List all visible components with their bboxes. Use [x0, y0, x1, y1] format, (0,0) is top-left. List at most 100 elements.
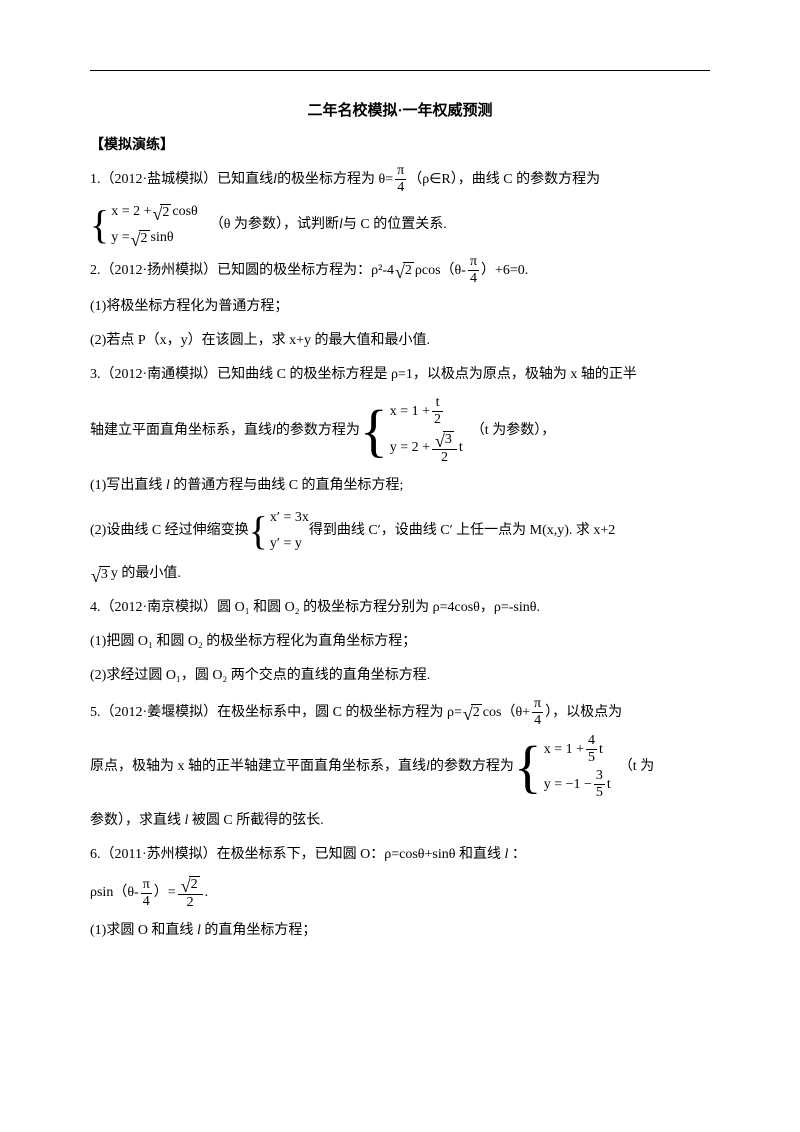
q6-eq-text: ）=	[154, 880, 176, 906]
q1-system: { x = 2 + √2 cosθ y = √2 sinθ （θ 为参数），试判…	[90, 201, 710, 249]
frac-den: 4	[395, 181, 406, 195]
q3-tail: （t 为参数），	[471, 418, 555, 444]
sys-row: y′ = y	[270, 533, 309, 555]
frac-num: π	[141, 878, 152, 892]
sqrt: √2	[463, 704, 482, 721]
brace-icon: {	[514, 738, 542, 796]
frac-den: 2	[439, 451, 450, 465]
q5-text: 的参数方程为	[430, 754, 514, 780]
sqrt-arg: 2	[189, 876, 200, 893]
sqrt: √3	[91, 566, 110, 583]
brace-group: { x = 1 + 4 5 t y = −1 − 3	[514, 734, 611, 800]
sys-row: y = 2 + √3 2 t	[390, 431, 463, 465]
frac-num: 4	[586, 734, 597, 748]
brace-icon: {	[90, 205, 109, 245]
fraction: √3 2	[432, 431, 457, 465]
q3-lead: 3.（2012·南通模拟）已知曲线 C 的极坐标方程是 ρ=1，以极点为原点，极…	[90, 362, 710, 388]
q5-text: 5.（2012·姜堰模拟）在极坐标系中，圆 C 的极坐标方程为 ρ=	[90, 700, 462, 726]
q3-text: 的参数方程为	[276, 418, 360, 444]
q3-line2: 轴建立平面直角坐标系，直线 l 的参数方程为 { x = 1 + t 2 y =…	[90, 396, 710, 465]
fraction-pi-4: π 4	[468, 255, 479, 286]
q3-lvar: l	[166, 478, 170, 493]
sqrt-arg: 2	[403, 262, 414, 279]
q1-tail: （θ 为参数），试判断	[210, 212, 339, 238]
q3-p1-text: (1)写出直线	[90, 478, 166, 493]
sys-row: x′ = 3x	[270, 507, 309, 529]
sys-row: y = −1 − 3 5 t	[544, 769, 611, 800]
frac-den: 5	[586, 751, 597, 765]
q3-p1: (1)写出直线 l 的普通方程与曲线 C 的直角坐标方程;	[90, 473, 710, 499]
q2-line1: 2.（2012·扬州模拟）已知圆的极坐标方程为：ρ²-4 √2 ρcos（θ- …	[90, 255, 710, 286]
q3-p2-line2: √3 y 的最小值.	[90, 561, 710, 587]
q4-p2: (2)求经过圆 O₁，圆 O₂ 两个交点的直线的直角坐标方程.	[90, 663, 710, 689]
sqrt: √2	[153, 204, 172, 221]
q1-tail: 与 C 的位置关系.	[343, 212, 447, 238]
q5-text: 被圆 C 所截得的弦长.	[192, 813, 324, 828]
sqrt-arg: 2	[471, 704, 482, 721]
q5-tail: （t 为	[619, 754, 654, 780]
sys-text: y = −1 −	[544, 774, 592, 796]
frac-num: π	[468, 255, 479, 269]
brace-rows: x = 1 + 4 5 t y = −1 − 3 5 t	[544, 734, 611, 800]
sys-text: x = 1 +	[390, 401, 430, 423]
brace-rows: x = 2 + √2 cosθ y = √2 sinθ	[111, 201, 198, 249]
sys-row: x = 2 + √2 cosθ	[111, 201, 198, 223]
q5-text: cos（θ+	[483, 700, 530, 726]
sqrt: √2	[131, 230, 150, 247]
sys-row: y = √2 sinθ	[111, 227, 198, 249]
sys-text: t	[459, 437, 463, 459]
sqrt-arg: 3	[99, 566, 110, 583]
frac-num: √2	[178, 876, 203, 893]
q3-text: 轴建立平面直角坐标系，直线	[90, 418, 272, 444]
q6-p1-text: (1)求圆 O 和直线	[90, 923, 197, 938]
q5-text: 参数），求直线	[90, 813, 185, 828]
q5-text: 原点，极轴为 x 轴的正半轴建立平面直角坐标系，直线	[90, 754, 426, 780]
frac-den: 4	[532, 714, 543, 728]
q3-p2-text: y 的最小值.	[111, 561, 181, 587]
q3-p1-text: 的普通方程与曲线 C 的直角坐标方程;	[173, 478, 403, 493]
sqrt: √2	[181, 876, 200, 893]
brace-group: { x = 2 + √2 cosθ y = √2 sinθ	[90, 201, 198, 249]
sys-text: y =	[111, 227, 129, 249]
fraction-pi-4: π 4	[141, 878, 152, 909]
frac-num: π	[532, 697, 543, 711]
q2-p2: (2)若点 P（x，y）在该圆上，求 x+y 的最大值和最小值.	[90, 328, 710, 354]
q6-text: 6.（2011·苏州模拟）在极坐标系下，已知圆 O：ρ=cosθ+sinθ 和直…	[90, 847, 504, 862]
top-rule	[90, 70, 710, 71]
q5-lvar: l	[185, 813, 189, 828]
page-container: 二年名校模拟·一年权威预测 【模拟演练】 1.（2012·盐城模拟）已知直线 l…	[0, 0, 800, 992]
sys-text: y = 2 +	[390, 437, 430, 459]
sys-text: cosθ	[172, 201, 197, 223]
frac-den: 4	[468, 272, 479, 286]
q3-p2-text: 得到曲线 C′，设曲线 C′ 上任一点为 M(x,y). 求 x+2	[309, 518, 615, 544]
brace-rows: x = 1 + t 2 y = 2 + √3 2 t	[390, 396, 463, 465]
frac-num: t	[434, 396, 442, 410]
frac-num: π	[395, 164, 406, 178]
q5-line2: 原点，极轴为 x 轴的正半轴建立平面直角坐标系，直线 l 的参数方程为 { x …	[90, 734, 710, 800]
q3-p2-text: (2)设曲线 C 经过伸缩变换	[90, 518, 249, 544]
sys-row: x = 1 + t 2	[390, 396, 463, 427]
q2-text: ρcos（θ-	[415, 258, 466, 284]
sys-text: t	[599, 739, 603, 761]
q5-text: ），以极点为	[545, 700, 622, 726]
frac-num: 3	[594, 769, 605, 783]
brace-group: { x = 1 + t 2 y = 2 + √3 2	[360, 396, 463, 465]
brace-group: { x′ = 3x y′ = y	[249, 507, 309, 555]
fraction: 4 5	[586, 734, 597, 765]
q4-lead: 4.（2012·南京模拟）圆 O₁ 和圆 O₂ 的极坐标方程分别为 ρ=4cos…	[90, 595, 710, 621]
q6-p1-text: 的直角坐标方程；	[204, 923, 316, 938]
q6-eq-text: .	[205, 880, 209, 906]
brace-icon: {	[360, 402, 388, 460]
q6-eq: ρsin（θ- π 4 ）= √2 2 .	[90, 876, 710, 910]
sys-row: x = 1 + 4 5 t	[544, 734, 611, 765]
q1-text: 1.（2012·盐城模拟）已知直线	[90, 167, 273, 193]
brace-rows: x′ = 3x y′ = y	[270, 507, 309, 555]
q6-p1: (1)求圆 O 和直线 l 的直角坐标方程；	[90, 918, 710, 944]
q6-lvar: l	[197, 923, 201, 938]
sqrt: √3	[435, 431, 454, 448]
frac-den: 5	[594, 786, 605, 800]
q2-text: ）+6=0.	[481, 258, 528, 284]
fraction: t 2	[432, 396, 443, 427]
q2-p1: (1)将极坐标方程化为普通方程；	[90, 294, 710, 320]
q6-text: ：	[512, 847, 526, 862]
